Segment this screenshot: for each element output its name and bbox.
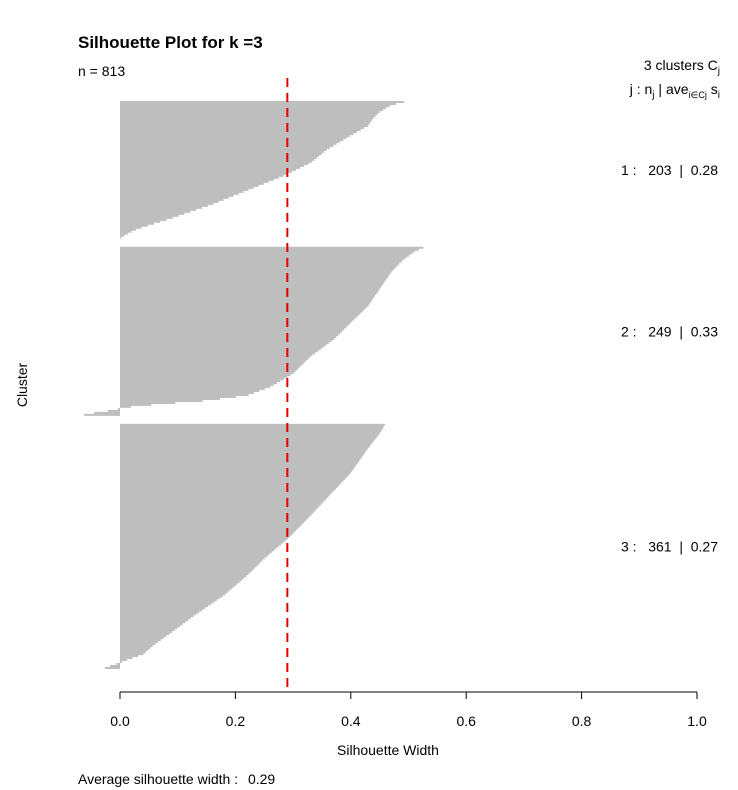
x-tick-label: 0.0: [110, 713, 130, 729]
chart-subtitle: n = 813: [78, 63, 125, 79]
x-tick-label: 0.2: [226, 713, 246, 729]
cluster-1-label: 1 : 203 | 0.28: [621, 162, 718, 178]
cluster-2-label: 2 : 249 | 0.33: [621, 323, 718, 339]
x-axis-label: Silhouette Width: [337, 742, 439, 758]
x-tick-label: 0.6: [456, 713, 476, 729]
svg-text:3 clusters Cj: 3 clusters Cj: [644, 57, 720, 77]
legend-header-sub-si: i: [718, 90, 720, 101]
cluster-2-silhouette: [84, 246, 424, 416]
legend-header-j: j : n: [629, 81, 653, 97]
x-tick-label: 0.8: [572, 713, 592, 729]
legend-header-s: s: [707, 81, 718, 97]
legend-header: 3 clusters Cj j : nj | avei∈Cj si: [629, 57, 720, 101]
x-tick-label: 1.0: [687, 713, 707, 729]
silhouette-bars: [84, 101, 424, 669]
legend-header-line1: 3 clusters C: [644, 57, 718, 73]
legend-header-sub-ave: i∈Cj: [689, 90, 707, 100]
legend-header-ave: | ave: [655, 81, 689, 97]
legend-header-sub-nj: j: [651, 90, 654, 101]
footer-average-label: Average silhouette width :: [78, 771, 238, 787]
footer-average: Average silhouette width : 0.29: [78, 771, 275, 787]
cluster-labels: 1 : 203 | 0.28 2 : 249 | 0.33 3 : 361 | 0.…: [621, 162, 718, 555]
y-axis-label: Cluster: [14, 362, 30, 407]
x-tick-label: 0.4: [341, 713, 361, 729]
footer-average-value: 0.29: [248, 771, 275, 787]
svg-text:j : nj | avei∈Cj si: j : nj | avei∈Cj si: [629, 81, 720, 101]
legend-header-line1-sub: j: [717, 66, 720, 77]
cluster-1-silhouette: [120, 101, 405, 239]
cluster-3-label: 3 : 361 | 0.27: [621, 538, 718, 554]
cluster-3-silhouette: [105, 423, 385, 669]
chart-title: Silhouette Plot for k =3: [78, 33, 263, 52]
x-axis-ticks: 0.0 0.2 0.4 0.6 0.8 1.0: [110, 692, 707, 729]
